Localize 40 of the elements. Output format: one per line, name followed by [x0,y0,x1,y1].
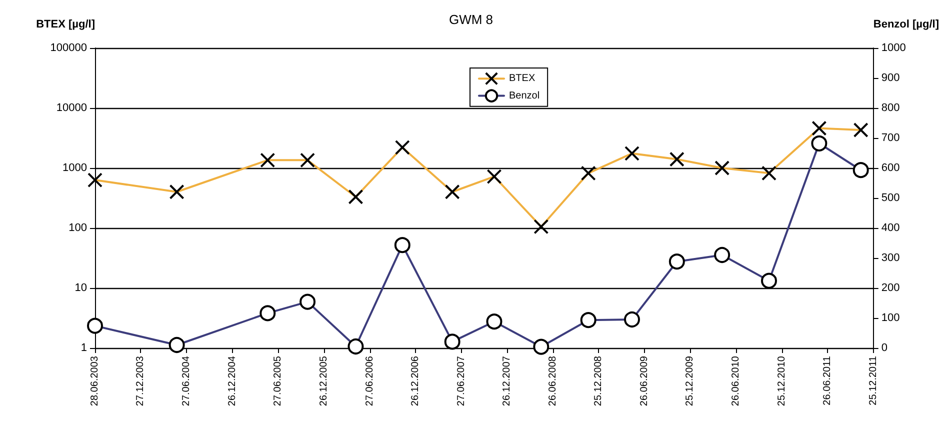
x-tick-label: 25.12.2008 [593,356,604,406]
y-tick-label: 1 [80,342,87,354]
y2-tick-label: 0 [881,342,888,354]
x-tick-label: 27.06.2007 [456,356,467,406]
y-tick-label: 100000 [50,42,87,54]
y-tick-label: 100 [68,222,87,234]
x-tick-label: 27.06.2006 [364,356,376,406]
y2-tick-label: 200 [881,282,900,294]
y2-tick-label: 600 [881,162,900,174]
legend-label: Benzol [509,90,540,102]
x-tick-label: 27.12.2003 [135,356,146,406]
x-tick-label: 25.12.2011 [868,356,879,406]
x-tick-label: 26.06.2010 [730,356,742,406]
y2-tick-label: 1000 [881,42,906,54]
x-tick-label: 25.12.2009 [684,356,696,406]
y2-tick-label: 700 [881,132,900,144]
y2-tick-label: 300 [881,252,900,264]
y2-tick-label: 500 [881,192,900,204]
x-tick-label: 28.06.2003 [90,356,100,406]
y2-axis-title: Benzol [µg/l] [873,18,940,30]
y2-tick-label: 900 [881,72,900,84]
chart-title: GWM 8 [448,12,494,27]
y-tick-label: 10000 [56,102,87,114]
y-axis-title: BTEX [µg/l] [36,18,96,30]
x-tick-label: 25.12.2010 [776,356,788,406]
y-tick-label: 10 [74,282,87,294]
x-tick-label: 26.12.2005 [318,356,330,406]
x-tick-label: 27.06.2004 [181,356,192,406]
x-tick-label: 26.12.2004 [226,356,238,406]
x-tick-label: 26.06.2009 [639,356,650,406]
y-tick-label: 1000 [62,162,87,174]
y2-tick-label: 100 [881,312,900,324]
x-tick-label: 26.06.2011 [822,356,834,406]
y2-tick-label: 400 [881,222,900,234]
legend-label: BTEX [509,73,536,84]
x-tick-label: 26.06.2008 [547,356,558,406]
y2-tick-label: 800 [881,102,900,114]
x-tick-label: 27.06.2005 [272,356,284,406]
x-tick-label: 26.12.2006 [410,356,421,406]
x-tick-label: 26.12.2007 [502,356,513,406]
